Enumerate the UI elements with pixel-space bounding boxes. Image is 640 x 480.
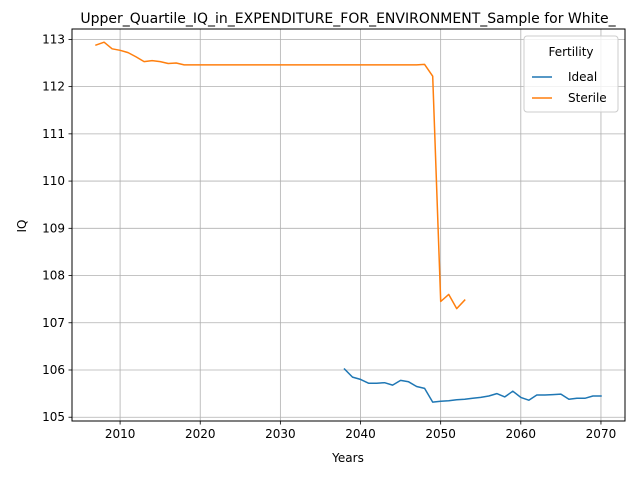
- y-tick-label: 111: [42, 127, 65, 141]
- y-axis-label: IQ: [15, 220, 29, 233]
- plot-frame: [71, 28, 626, 422]
- y-tick-label: 105: [42, 410, 65, 424]
- legend-label-sterile: Sterile: [568, 91, 607, 105]
- grid: [72, 29, 625, 421]
- y-tick-label: 113: [42, 32, 65, 46]
- y-tick-label: 110: [42, 174, 65, 188]
- x-tick-label: 2010: [105, 427, 136, 441]
- y-tick-label: 109: [42, 221, 65, 235]
- y-tick-label: 108: [42, 269, 65, 283]
- series-line-ideal: [343, 367, 602, 403]
- chart-title: Upper_Quartile_IQ_in_EXPENDITURE_FOR_ENV…: [80, 11, 616, 27]
- series-line-sterile: [95, 41, 466, 310]
- series-layer: [95, 41, 602, 403]
- ticks: 2010 2020 2030 2040 2050 2060 2070 105 106 107 108…: [42, 32, 616, 441]
- y-tick-label: 112: [42, 80, 65, 94]
- legend-box: [523, 35, 619, 113]
- x-tick-label: 2070: [586, 427, 617, 441]
- x-tick-label: 2020: [185, 427, 216, 441]
- x-tick-label: 2050: [425, 427, 456, 441]
- x-tick-label: 2030: [265, 427, 296, 441]
- legend: Fertility Ideal Sterile: [523, 35, 619, 113]
- x-axis-label: Years: [331, 451, 364, 465]
- y-tick-label: 107: [42, 316, 65, 330]
- legend-label-ideal: Ideal: [568, 70, 597, 84]
- y-tick-label: 106: [42, 363, 65, 377]
- x-tick-label: 2040: [345, 427, 376, 441]
- x-tick-label: 2060: [506, 427, 537, 441]
- legend-title: Fertility: [548, 45, 593, 59]
